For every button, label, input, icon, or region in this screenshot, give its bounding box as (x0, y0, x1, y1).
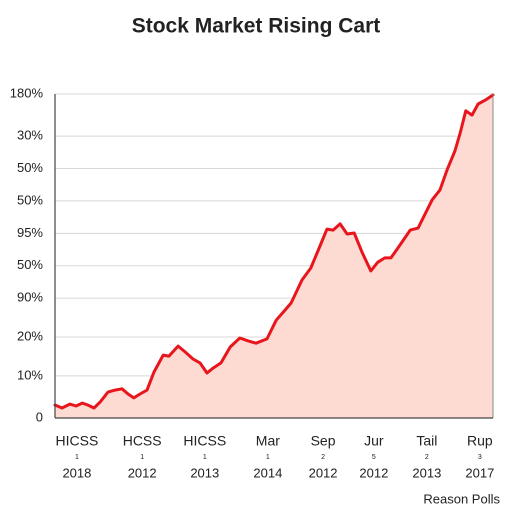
price-line (53, 93, 495, 410)
x-tick-label: Mar (256, 433, 280, 449)
y-tick-label: 95% (17, 225, 43, 240)
y-tick-label: 30% (17, 128, 43, 143)
x-tick-year: 2013 (412, 465, 441, 480)
source-note: Reason Polls (423, 491, 500, 506)
y-tick-label: 180% (10, 85, 44, 100)
x-tick-label: HICSS (183, 433, 226, 449)
x-tick-year: 2012 (128, 465, 157, 480)
x-tick-year: 2012 (309, 465, 338, 480)
y-tick-label: 90% (17, 290, 43, 305)
y-tick-label: 10% (17, 367, 43, 382)
y-tick-label: 20% (17, 328, 43, 343)
x-tick-sub: 1 (203, 454, 207, 461)
x-tick-sub: 3 (478, 454, 482, 461)
x-tick-year: 2018 (62, 465, 91, 480)
x-tick-year: 2017 (465, 465, 494, 480)
x-tick-year: 2014 (253, 465, 282, 480)
area-fill (55, 95, 493, 418)
x-tick-year: 2013 (190, 465, 219, 480)
x-tick-label: Rup (467, 433, 493, 449)
x-tick-label: HCSS (123, 433, 162, 449)
x-tick-sub: 2 (425, 454, 429, 461)
y-tick-label: 50% (17, 160, 43, 175)
x-tick-sub: 2 (321, 454, 325, 461)
chart-title: Stock Market Rising Cart (132, 15, 381, 38)
x-tick-label: Jur (364, 433, 384, 449)
x-tick-sub: 1 (140, 454, 144, 461)
x-tick-sub: 5 (372, 454, 376, 461)
y-tick-label: 0 (36, 409, 43, 424)
x-tick-sub: 1 (266, 454, 270, 461)
x-tick-label: Tail (416, 433, 437, 449)
x-tick-year: 2012 (359, 465, 388, 480)
x-tick-label: Sep (311, 433, 336, 449)
y-tick-label: 50% (17, 192, 43, 207)
y-tick-label: 50% (17, 257, 43, 272)
x-tick-label: HICSS (56, 433, 99, 449)
x-tick-sub: 1 (75, 454, 79, 461)
